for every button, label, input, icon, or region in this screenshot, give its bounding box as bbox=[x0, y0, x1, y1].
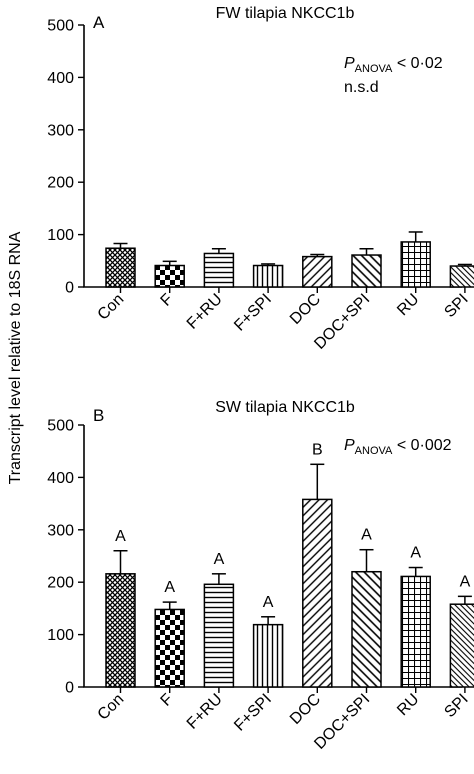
panel-a-category-label: RU bbox=[394, 291, 422, 319]
panel-b-category-label: F bbox=[158, 691, 177, 710]
panel-a-bar-f-spi bbox=[252, 264, 284, 288]
panel-b-category-label: Con bbox=[95, 691, 128, 724]
panel-a-category-label: F bbox=[158, 291, 177, 310]
panel-a-bar-doc bbox=[302, 255, 333, 288]
panel-b-letter: B bbox=[93, 406, 104, 425]
panel-b-significance-letter: A bbox=[263, 594, 274, 611]
panel-a-anova-sub: ANOVA bbox=[355, 63, 393, 75]
panel-b-anova-sub: ANOVA bbox=[355, 445, 393, 457]
panel-a-category-label: DOC bbox=[287, 291, 324, 328]
panel-b-significance-letter: A bbox=[460, 573, 471, 590]
panel-a-note: n.s.d bbox=[344, 79, 379, 96]
y-axis-label: Transcript level relative to 18S RNA bbox=[7, 231, 24, 484]
panel-b-y-tick-label: 300 bbox=[47, 522, 74, 539]
panel-b-title: SW tilapia NKCC1b bbox=[215, 399, 355, 416]
panel-b-category-label: SPI bbox=[441, 691, 471, 721]
panel-b-y-tick-label: 100 bbox=[47, 627, 74, 644]
panel-a-y-tick-label: 400 bbox=[47, 70, 74, 87]
panel-b-category-label: RU bbox=[394, 691, 422, 719]
panel-a-category-label: Con bbox=[95, 291, 128, 324]
panel-a-category-label: SPI bbox=[441, 291, 471, 321]
panel-a-y-tick-label: 500 bbox=[47, 18, 74, 35]
panel-b-bar-f-ru bbox=[203, 583, 235, 688]
panel-b-significance-letter: A bbox=[410, 545, 421, 562]
panel-a-anova-value: < 0·02 bbox=[392, 55, 442, 72]
panel-a-anova: PANOVA < 0·02 bbox=[344, 55, 443, 75]
panel-a-bar-con bbox=[105, 247, 136, 288]
panel-b-significance-letter: A bbox=[115, 528, 126, 545]
panel-b-y-tick-label: 200 bbox=[47, 575, 74, 592]
panel-b-bar-f bbox=[154, 608, 185, 688]
panel-b-category-label: F+SPI bbox=[231, 691, 275, 735]
panel-b-category-label: DOC bbox=[287, 691, 324, 728]
panel-b-category-label: F+RU bbox=[184, 691, 226, 733]
panel-a-category-label: F+SPI bbox=[231, 291, 275, 335]
panel-b-anova: PANOVA < 0·002 bbox=[344, 437, 452, 457]
panel-b-y-tick-label: 400 bbox=[47, 470, 74, 487]
panel-b-plot: 0100200300400500ConAFAF+RUAF+SPIADOCBDOC… bbox=[47, 418, 474, 753]
panel-b-significance-letter: A bbox=[214, 551, 225, 568]
panel-a-y-tick-label: 0 bbox=[65, 280, 74, 297]
panel-b-bar-doc bbox=[302, 498, 333, 688]
panel-a-bar-spi bbox=[449, 265, 474, 288]
panel-b-bar-spi bbox=[449, 603, 474, 688]
panel-b: B SW tilapia NKCC1b PANOVA < 0·002 0 100 2… bbox=[47, 399, 474, 753]
panel-b-bar-con bbox=[105, 573, 136, 688]
panel-a-bar-ru bbox=[400, 241, 431, 288]
panel-a-y-tick-label: 300 bbox=[47, 122, 74, 139]
panel-b-significance-letter: A bbox=[361, 527, 372, 544]
panel-b-anova-p: P bbox=[344, 437, 355, 454]
panel-b-y-tick-label: 0 bbox=[65, 680, 74, 697]
panel-a-anova-p: P bbox=[344, 55, 355, 72]
panel-a-title: FW tilapia NKCC1b bbox=[216, 5, 355, 22]
panel-b-bar-ru bbox=[400, 575, 431, 688]
panel-b-bar-doc-spi bbox=[351, 570, 382, 688]
panel-b-bar-f-spi bbox=[252, 623, 284, 688]
panel-a: A FW tilapia NKCC1b PANOVA < 0·02 n.s.d … bbox=[47, 5, 474, 353]
panel-b-significance-letter: A bbox=[164, 579, 175, 596]
panel-b-y-tick-label: 500 bbox=[47, 418, 74, 435]
panel-a-bar-f bbox=[154, 264, 185, 288]
panel-a-letter: A bbox=[93, 13, 105, 32]
panel-b-significance-letter: B bbox=[312, 441, 323, 458]
panel-a-bar-f-ru bbox=[203, 252, 235, 288]
panel-a-y-tick-label: 200 bbox=[47, 175, 74, 192]
panel-a-bar-doc-spi bbox=[351, 254, 382, 288]
panel-a-y-tick-label: 100 bbox=[47, 227, 74, 244]
panel-a-category-label: F+RU bbox=[184, 291, 226, 333]
panel-b-anova-value: < 0·002 bbox=[392, 437, 451, 454]
